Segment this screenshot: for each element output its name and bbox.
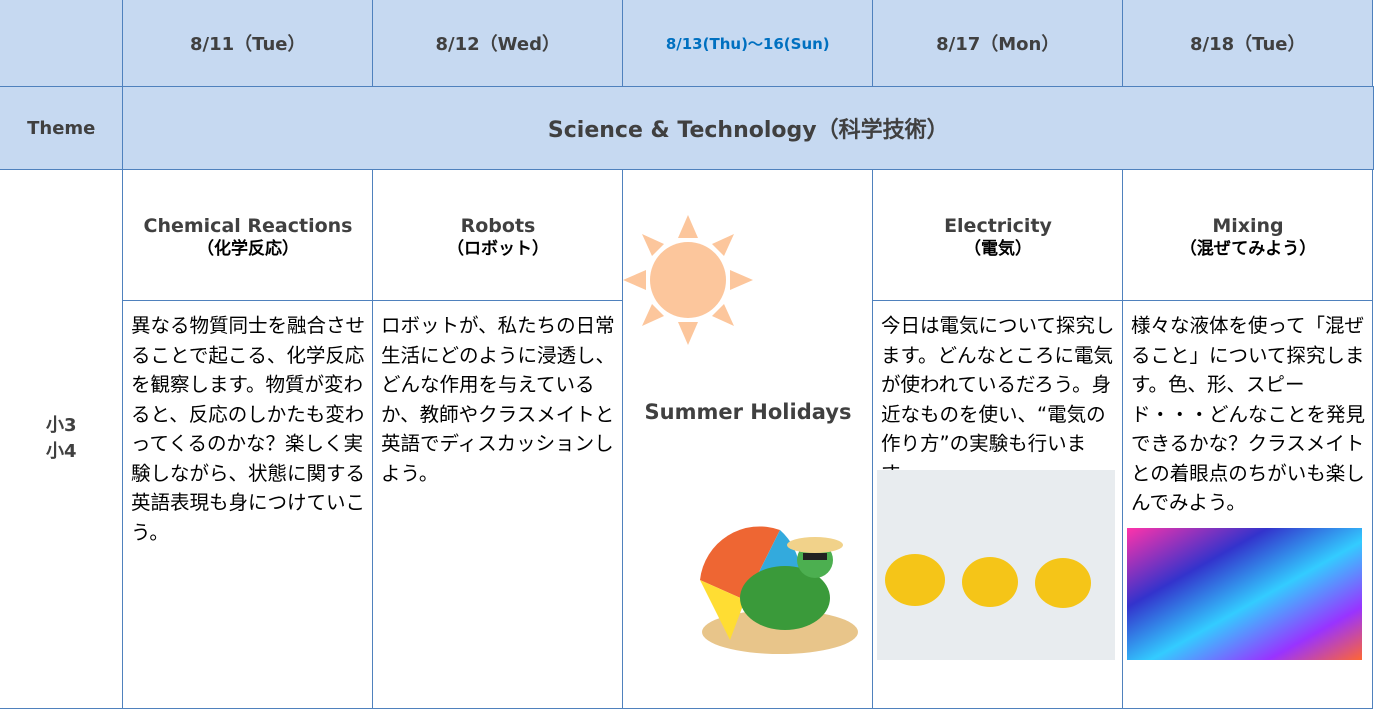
lesson-description: 様々な液体を使って「混ぜること」について探究します。色、形、スピード・・・どんな… [1131, 314, 1366, 514]
lesson-description: 今日は電気について探究します。どんなところに電気が使われているだろう。身近なもの… [881, 314, 1115, 485]
lesson-title-text: Robots [460, 215, 536, 237]
lesson-description: 異なる物質同士を融合させることで起こる、化学反応を観察します。物質が変わると、反… [131, 314, 366, 544]
illustrations [623, 215, 1362, 660]
theme-label: Theme [0, 86, 124, 171]
lesson-title-cell [1122, 169, 1374, 302]
lesson-subtitle: （ロボット） [447, 239, 549, 259]
lesson-title-text: Electricity [944, 215, 1052, 237]
holiday-text: Summer Holidays [644, 400, 852, 424]
grade: 小3 [45, 415, 77, 437]
lesson-subtitle: （化学反応） [197, 239, 299, 259]
column-header: 8/18（Tue） [1122, 0, 1374, 88]
lesson-title: Chemical Reactions （化学反応） [123, 215, 373, 261]
lemons [885, 554, 1091, 608]
lesson-title: Robots （ロボット） [373, 215, 623, 261]
column-header: 8/12（Wed） [372, 0, 624, 88]
swirl-photo [1127, 528, 1362, 660]
corner-cell [0, 0, 124, 88]
grade: 小4 [45, 441, 77, 463]
sun [623, 215, 753, 345]
lesson-title: Mixing （混ぜてみよう） [1123, 215, 1373, 261]
turtle [700, 526, 858, 654]
lesson-title-text: Chemical Reactions [143, 215, 353, 237]
lesson-title-text: Mixing [1212, 215, 1284, 237]
lesson-subtitle: （混ぜてみよう） [1179, 239, 1317, 259]
column-header: 8/17（Mon） [872, 0, 1124, 88]
lesson-title: Electricity （電気） [873, 215, 1123, 261]
column-header: 8/11（Tue） [122, 0, 374, 88]
lesson-subtitle: （電気） [964, 239, 1032, 259]
lesson-description: ロボットが、私たちの日常生活にどのように浸透し、どんな作用を与えているか、教師や… [381, 314, 616, 485]
